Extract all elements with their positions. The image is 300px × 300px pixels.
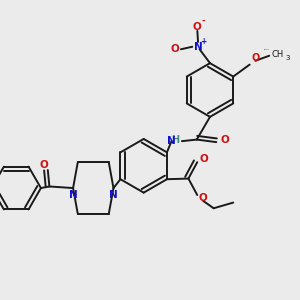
Text: O: O (171, 44, 180, 54)
Text: +: + (201, 37, 207, 46)
Text: O: O (193, 22, 202, 32)
Text: O: O (40, 160, 48, 170)
Text: O: O (220, 135, 229, 145)
Text: methoxy: methoxy (264, 49, 270, 50)
Text: O: O (200, 154, 208, 164)
Text: -: - (201, 17, 205, 26)
Text: N: N (69, 190, 77, 200)
Text: N: N (167, 136, 176, 146)
Text: N: N (194, 42, 202, 52)
Text: 3: 3 (286, 55, 290, 61)
Text: O: O (251, 53, 260, 63)
Text: H: H (172, 135, 180, 145)
Text: CH: CH (272, 50, 284, 59)
Text: N: N (109, 190, 118, 200)
Text: O: O (199, 193, 208, 203)
